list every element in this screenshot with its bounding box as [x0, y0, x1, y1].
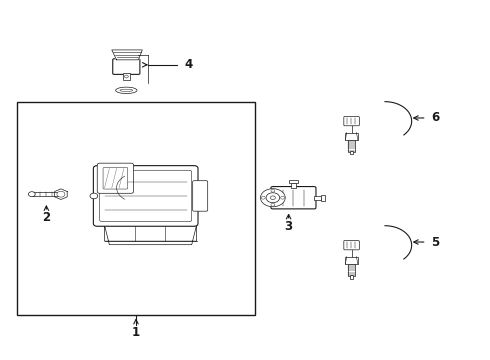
FancyBboxPatch shape — [113, 59, 140, 75]
Bar — [345, 132, 358, 140]
FancyBboxPatch shape — [344, 240, 359, 250]
Circle shape — [281, 196, 284, 199]
Bar — [17, 102, 255, 315]
Circle shape — [124, 75, 128, 78]
Bar — [350, 151, 353, 154]
Bar — [32, 192, 58, 196]
Circle shape — [57, 191, 65, 197]
Bar — [348, 264, 355, 276]
FancyBboxPatch shape — [94, 166, 198, 226]
Bar — [291, 183, 296, 188]
Text: 5: 5 — [432, 235, 440, 248]
Bar — [350, 275, 353, 279]
Circle shape — [261, 189, 285, 207]
Text: 2: 2 — [42, 211, 50, 224]
Ellipse shape — [116, 87, 137, 94]
FancyBboxPatch shape — [344, 117, 359, 126]
Polygon shape — [54, 189, 67, 199]
Text: 4: 4 — [184, 58, 193, 71]
Text: 3: 3 — [285, 220, 293, 233]
Bar — [314, 195, 321, 200]
Circle shape — [90, 193, 98, 199]
Circle shape — [271, 203, 275, 206]
Text: 1: 1 — [132, 326, 140, 339]
FancyBboxPatch shape — [99, 170, 192, 222]
FancyBboxPatch shape — [271, 186, 316, 209]
Circle shape — [261, 196, 265, 199]
Bar — [123, 73, 130, 80]
Circle shape — [271, 189, 275, 192]
Bar — [348, 140, 355, 152]
FancyBboxPatch shape — [193, 181, 208, 211]
FancyBboxPatch shape — [97, 163, 134, 193]
Text: 6: 6 — [432, 112, 440, 125]
Circle shape — [28, 192, 35, 197]
Bar — [289, 180, 298, 183]
Polygon shape — [112, 50, 142, 60]
Bar — [345, 257, 358, 264]
Ellipse shape — [120, 89, 133, 91]
Bar — [321, 194, 325, 201]
Circle shape — [266, 193, 280, 203]
Circle shape — [270, 196, 275, 199]
FancyBboxPatch shape — [103, 167, 128, 189]
